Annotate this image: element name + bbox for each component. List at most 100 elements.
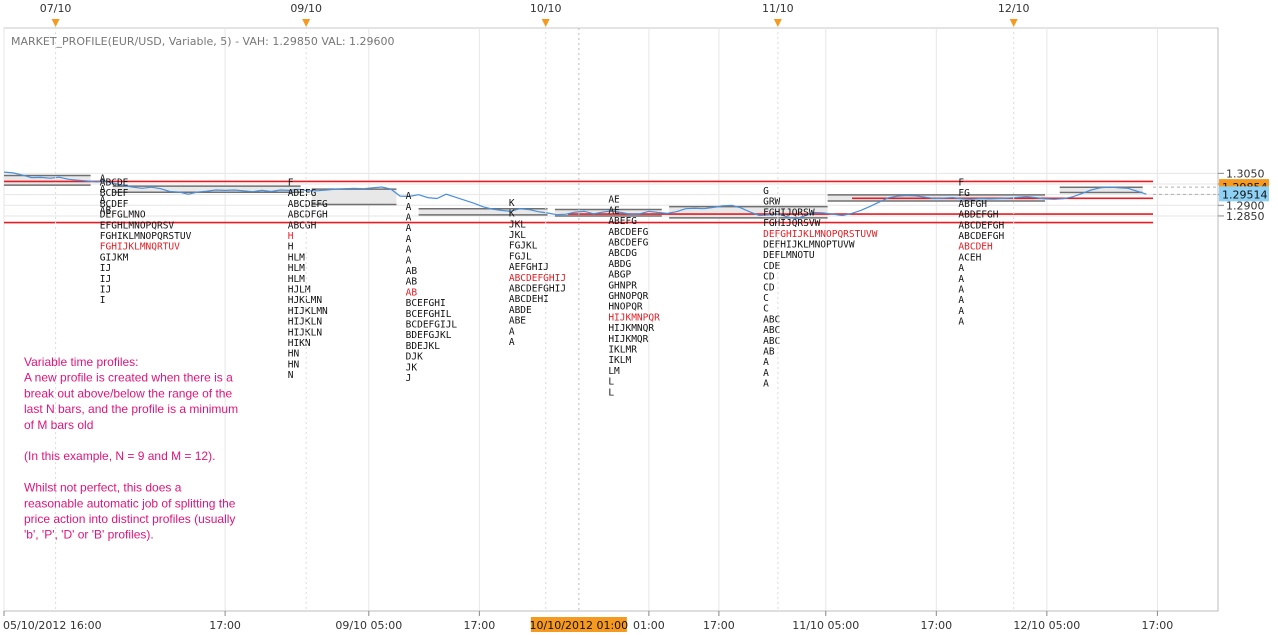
profile-row: ABCDEFGH [958,231,1004,242]
value-area [1059,187,1143,193]
profile-row: HLM [288,263,305,274]
profile-row: G [763,186,769,197]
profile-row: I [100,295,106,306]
profile-row: F [288,177,294,188]
annotation-line: Whilst not perfect, this does a [24,481,182,495]
profile-row: A [406,255,412,266]
profile-row: HLM [288,252,305,263]
x-tick-label: 05/10/2012 16:00 [3,619,102,632]
value-area [311,189,397,205]
cursor-tag [530,617,627,632]
profile-row: A [100,195,106,206]
profile-row: A [406,202,412,213]
plot-area [3,27,1219,612]
date-marker-triangle [302,19,311,27]
profile-row: ABC [763,325,780,336]
profile-row: ABFGH [958,199,987,210]
profile-row: FGHIJQRSW [763,207,815,218]
profile-row: A [958,263,964,274]
profile-row: HN [288,359,300,370]
profile-row: ABCDEFG [608,227,648,238]
profile-row: ABCDE [100,177,129,188]
profile-row: HLM [288,274,305,285]
profile-row: A [406,223,412,234]
profile-row: ABCDEFGHIJ [509,284,566,295]
profile-row: AEFGHIJ [509,262,549,273]
profile-poc-row: AB [406,287,418,298]
profile-row: IJ [100,284,111,295]
profile-row: AB [763,347,775,358]
profile-row: ABEFG [608,216,637,227]
profile-row: HJLM [288,284,311,295]
y-tick-label: 1.2900 [1226,199,1265,212]
profile-row: FGHIJQRSVW [763,218,820,229]
profile-row: A [406,234,412,245]
profile-row: HN [288,349,300,360]
annotation-line: reasonable automatic job of splitting th… [24,496,236,510]
tpo-profiles: AAAABABCDEBCDEFBCDEFDEFGLMNOEFGHLMNOPQRS… [100,173,1005,398]
x-tick-label: 17:00 [209,619,241,632]
date-marker-label: 11/10 [762,2,794,15]
profile-row: GHNPR [608,280,637,291]
profile-row: HIJKLMN [288,306,328,317]
profile-row: F [958,177,964,188]
x-tick-label: 17:00 [1142,619,1174,632]
profile-row: A [509,326,515,337]
annotation-line: 'b', 'P', 'D' or 'B' profiles). [24,528,154,542]
x-tick-label: 17:00 [464,619,496,632]
profile-row: ABCDEHI [509,294,549,305]
profile-row: CD [763,272,775,283]
value-area [418,208,548,215]
profile-row: HIJKMNQR [608,323,654,334]
profile-row: GHNOPQR [608,291,648,302]
profile-row: C [763,293,769,304]
date-marker-triangle [51,19,60,27]
profile-row: FG [958,188,970,199]
profile-row: ABDE [509,305,532,316]
profile-row: AB [100,206,112,217]
price-series [3,171,1147,220]
profile-row: JKL [509,219,526,230]
profile-row: DEFHIJKLMNOPTUVW [763,240,855,251]
profile-row: ABC [763,314,780,325]
profile-row: A [509,337,515,348]
profile-row: ABCDFGH [288,210,328,221]
x-tick-label: 09/10 05:00 [335,619,402,632]
profile-row: A [406,191,412,202]
profile-row: BCDEFGIJL [406,320,458,331]
profile-row: FGHIKLMNOPQRSTUV [100,231,192,242]
profile-row: BCDEF [100,188,129,199]
profile-row: GRW [763,197,780,208]
annotation-line: Variable time profiles: [24,355,139,369]
profile-row: A [763,368,769,379]
profile-row: IKLMR [608,345,637,356]
profile-row: HIJKMQR [608,334,648,345]
profile-row: HIJKLN [288,327,323,338]
indicator-title: MARKET_PROFILE(EUR/USD, Variable, 5) - V… [11,35,395,48]
profile-row: L [608,387,614,398]
profile-row: DEFLMNOTU [763,250,815,261]
x-tick-label: 17:00 [703,619,735,632]
profile-poc-row: ABCDEFGHIJ [509,273,566,284]
profile-row: ABDG [608,259,631,270]
profile-row: K [509,209,515,220]
profile-poc-row: HIJKMNPQR [608,312,660,323]
profile-poc-row: DEFGHIJKLMNOPQRSTUVW [763,229,878,240]
cursor-tag-label: 10/10/2012 01:00 [530,619,629,632]
price-tag-label: 1.29514 [1222,188,1268,201]
date-marker-label: 12/10 [998,2,1030,15]
profile-row: ABCDG [608,248,637,259]
profile-row: BCDEF [100,199,129,210]
profile-row: ABCGH [288,220,317,231]
profile-row: HJKLMN [288,295,323,306]
profile-row: AB [406,266,418,277]
profile-row: HIKN [288,338,311,349]
profile-row: N [288,370,294,381]
profile-row: A [100,173,106,184]
annotation-line: price action into distinct profiles (usu… [24,512,235,526]
profile-row: BDEJKL [406,341,441,352]
profile-row: ADEFG [288,188,317,199]
profile-row: ABE [509,316,526,327]
date-marker-label: 09/10 [290,2,322,15]
